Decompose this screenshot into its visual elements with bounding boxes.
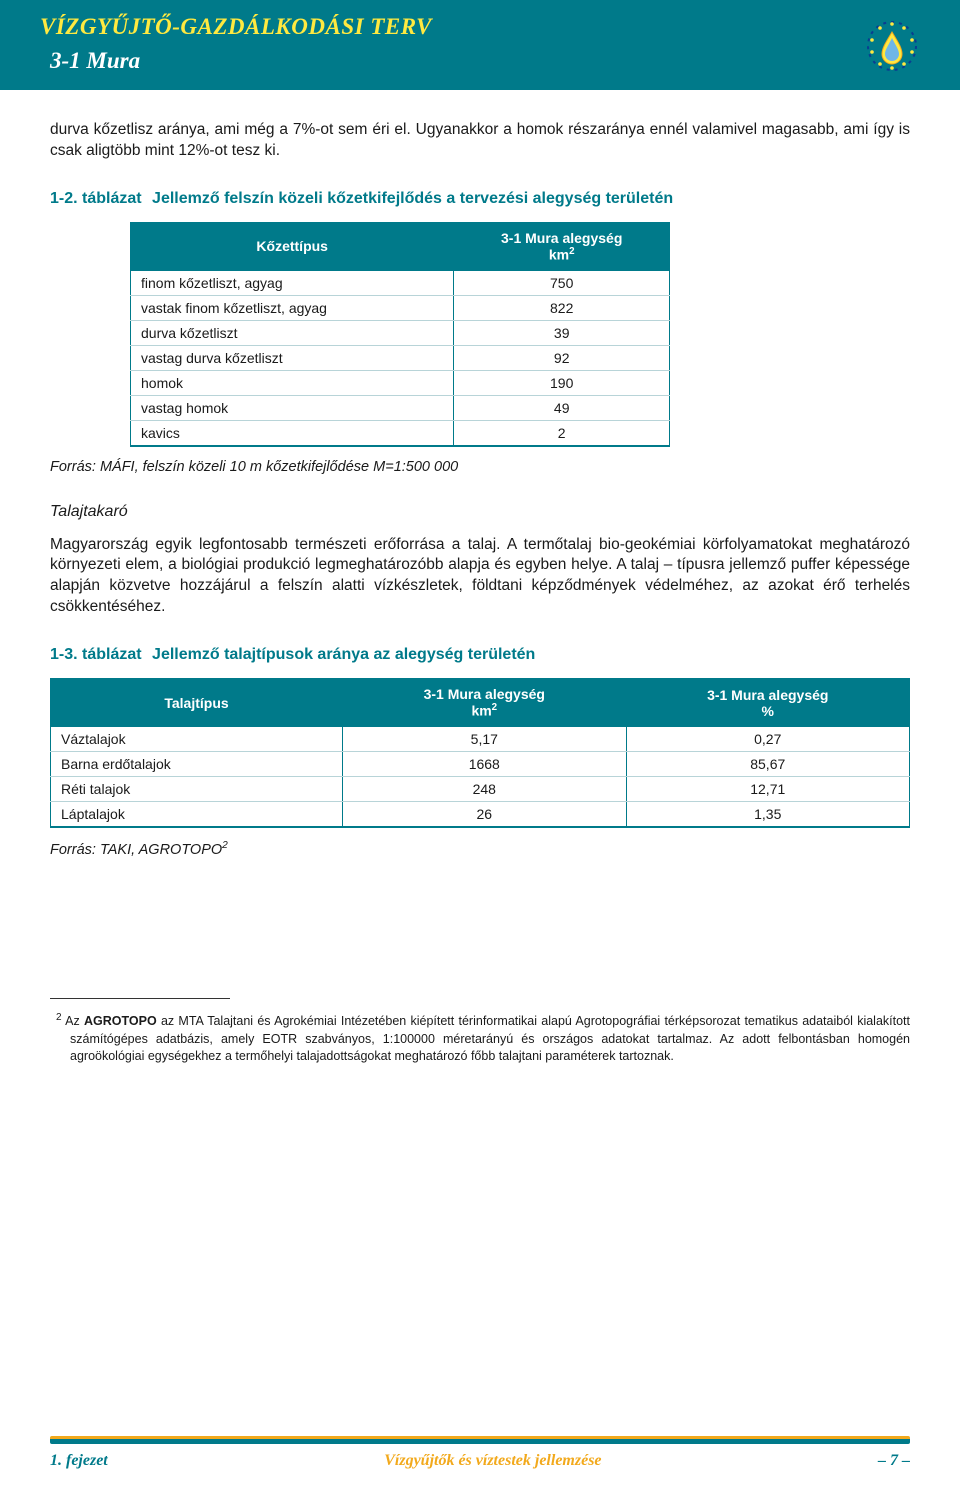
page-content: durva kőzetlisz aránya, ami még a 7%-ot …	[0, 90, 960, 1098]
document-header: VÍZGYŰJTŐ-GAZDÁLKODÁSI TERV 3-1 Mura	[0, 0, 960, 90]
cell-label: vastag durva kőzetliszt	[131, 345, 454, 370]
cell-km2: 26	[343, 801, 626, 827]
cell-label: vastag homok	[131, 395, 454, 420]
cell-pct: 0,27	[626, 726, 909, 752]
table-row: vastak finom kőzetliszt, agyag822	[131, 295, 670, 320]
cell-pct: 85,67	[626, 751, 909, 776]
table2-col3-line1: 3-1 Mura alegység	[707, 687, 828, 703]
footer-title: Vízgyűjtők és víztestek jellemzése	[108, 1452, 878, 1470]
footer-chapter: 1. fejezet	[50, 1452, 108, 1470]
soil-type-table: Talajtípus 3-1 Mura alegység km2 3-1 Mur…	[50, 678, 910, 828]
header-title: VÍZGYŰJTŐ-GAZDÁLKODÁSI TERV	[40, 14, 920, 40]
page: VÍZGYŰJTŐ-GAZDÁLKODÁSI TERV 3-1 Mura dur…	[0, 0, 960, 1490]
cell-label: Láptalajok	[51, 801, 343, 827]
rock-type-table: Kőzettípus 3-1 Mura alegység km2 finom k…	[130, 222, 670, 447]
table2-source-prefix: Forrás: TAKI, AGROTOPO	[50, 842, 222, 858]
cell-label: Váztalajok	[51, 726, 343, 752]
footer-page-number: – 7 –	[878, 1452, 910, 1470]
table-row: Láptalajok261,35	[51, 801, 910, 827]
table1-header-col2: 3-1 Mura alegység km2	[454, 223, 670, 270]
table1-caption: 1-2. táblázat Jellemző felszín közeli kő…	[50, 190, 910, 208]
table2-caption-number: 1-3. táblázat	[50, 646, 142, 663]
table2-caption: 1-3. táblázat Jellemző talajtípusok arán…	[50, 646, 910, 664]
table2-source: Forrás: TAKI, AGROTOPO2	[50, 840, 910, 858]
cell-label: durva kőzetliszt	[131, 320, 454, 345]
table-row: vastag durva kőzetliszt92	[131, 345, 670, 370]
table2-col2-line1: 3-1 Mura alegység	[424, 686, 545, 702]
table2-col3-line2: %	[762, 703, 774, 719]
table2-source-sup: 2	[222, 840, 228, 851]
cell-label: vastak finom kőzetliszt, agyag	[131, 295, 454, 320]
footnote-before-strong: Az	[62, 1014, 84, 1028]
table1-source: Forrás: MÁFI, felszín közeli 10 m kőzetk…	[50, 459, 910, 475]
header-subtitle: 3-1 Mura	[50, 48, 920, 74]
table-row: homok190	[131, 370, 670, 395]
footer-row: 1. fejezet Vízgyűjtők és víztestek jelle…	[50, 1452, 910, 1470]
footnote-text: 2 Az AGROTOPO az MTA Talajtani és Agroké…	[50, 1011, 910, 1066]
cell-label: kavics	[131, 420, 454, 446]
table2-header-col3: 3-1 Mura alegység %	[626, 679, 909, 726]
cell-label: Barna erdőtalajok	[51, 751, 343, 776]
cell-label: homok	[131, 370, 454, 395]
table-row: Réti talajok24812,71	[51, 776, 910, 801]
cell-label: finom kőzetliszt, agyag	[131, 270, 454, 296]
table2-caption-title: Jellemző talajtípusok aránya az alegység…	[152, 646, 535, 663]
cell-value: 49	[454, 395, 670, 420]
cell-label: Réti talajok	[51, 776, 343, 801]
table-row: finom kőzetliszt, agyag750	[131, 270, 670, 296]
footnote-after-strong: az MTA Talajtani és Agrokémiai Intézetéb…	[70, 1014, 910, 1063]
table-row: kavics2	[131, 420, 670, 446]
cell-km2: 248	[343, 776, 626, 801]
cell-value: 822	[454, 295, 670, 320]
intro-paragraph: durva kőzetlisz aránya, ami még a 7%-ot …	[50, 120, 910, 162]
cell-value: 2	[454, 420, 670, 446]
table1-col2-line2-prefix: km	[549, 247, 569, 263]
table1-caption-title: Jellemző felszín közeli kőzetkifejlődés …	[152, 190, 673, 207]
cell-km2: 5,17	[343, 726, 626, 752]
cell-value: 39	[454, 320, 670, 345]
table1-col2-sup: 2	[569, 246, 574, 257]
footnote-separator	[50, 998, 230, 999]
table-row: Váztalajok5,170,27	[51, 726, 910, 752]
table2-col2-line2-prefix: km	[471, 703, 491, 719]
table1-caption-number: 1-2. táblázat	[50, 190, 142, 207]
soil-cover-paragraph: Magyarország egyik legfontosabb természe…	[50, 535, 910, 619]
cell-value: 750	[454, 270, 670, 296]
eu-water-logo-icon	[864, 18, 920, 74]
table1-wrapper: Kőzettípus 3-1 Mura alegység km2 finom k…	[130, 222, 670, 447]
soil-cover-heading: Talajtakaró	[50, 503, 910, 521]
table1-col2-line1: 3-1 Mura alegység	[501, 230, 622, 246]
cell-pct: 12,71	[626, 776, 909, 801]
table2-header-col2: 3-1 Mura alegység km2	[343, 679, 626, 726]
table-row: durva kőzetliszt39	[131, 320, 670, 345]
page-footer: 1. fejezet Vízgyűjtők és víztestek jelle…	[0, 1436, 960, 1470]
cell-km2: 1668	[343, 751, 626, 776]
table1-header-col1: Kőzettípus	[131, 223, 454, 270]
table2-header-col1: Talajtípus	[51, 679, 343, 726]
cell-value: 190	[454, 370, 670, 395]
table2-col2-sup: 2	[492, 702, 497, 713]
cell-pct: 1,35	[626, 801, 909, 827]
cell-value: 92	[454, 345, 670, 370]
footer-bar	[50, 1436, 910, 1444]
footnote-strong: AGROTOPO	[84, 1014, 157, 1028]
table-row: vastag homok49	[131, 395, 670, 420]
table-row: Barna erdőtalajok166885,67	[51, 751, 910, 776]
